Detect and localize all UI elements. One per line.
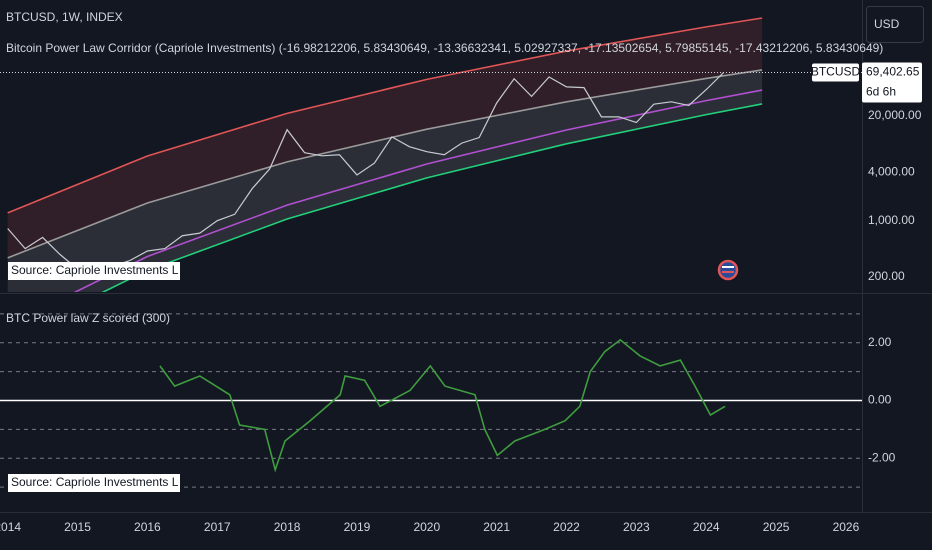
y-tick-label: -2.00 xyxy=(868,450,896,464)
y-tick-label: 1,000.00 xyxy=(868,213,915,227)
x-tick-label: 2015 xyxy=(64,520,91,534)
x-tick-label: 2020 xyxy=(413,520,440,534)
y-tick-label: 0.00 xyxy=(868,393,892,407)
currency-label[interactable]: USD xyxy=(874,17,900,31)
flag-stripe xyxy=(722,271,734,273)
last-price-label: 69,402.65 xyxy=(866,65,920,79)
symbol-header: BTCUSD, 1W, INDEX xyxy=(6,10,123,24)
x-tick-label: 2018 xyxy=(274,520,301,534)
countdown-label: 6d 6h xyxy=(866,85,896,99)
source-box xyxy=(8,262,180,280)
series-line xyxy=(73,89,763,292)
last-price-tag xyxy=(862,62,922,103)
source-note: Source: Capriole Investments L xyxy=(11,263,179,277)
flag-icon[interactable] xyxy=(717,259,739,281)
y-tick-label: 2.00 xyxy=(868,335,892,349)
y-tick-label: 200.00 xyxy=(868,269,905,283)
corridor-fill xyxy=(7,69,763,292)
x-tick-label: 2022 xyxy=(553,520,580,534)
x-tick-label: 2017 xyxy=(204,520,231,534)
series-line xyxy=(7,69,763,259)
pane-title: BTC Power law Z scored (300) xyxy=(6,311,170,325)
series-line xyxy=(159,338,726,473)
pane-title: Bitcoin Power Law Corridor (Capriole Inv… xyxy=(6,41,883,55)
x-tick-label: 2019 xyxy=(344,520,371,534)
pane xyxy=(0,313,862,488)
source-note: Source: Capriole Investments L xyxy=(11,475,179,489)
currency-button[interactable] xyxy=(866,6,924,43)
x-tick-label: 2016 xyxy=(134,520,161,534)
x-tick-label: 2024 xyxy=(693,520,720,534)
flag-stripe xyxy=(722,266,734,268)
x-tick-label: 2025 xyxy=(763,520,790,534)
symbol-tag-label: BTCUSD xyxy=(811,65,861,79)
symbol-tag xyxy=(812,63,859,82)
y-tick-label: 20,000.00 xyxy=(868,108,922,122)
y-tick-label: 4,000.00 xyxy=(868,164,915,178)
x-tick-label: 2014 xyxy=(0,520,21,534)
corridor-fill xyxy=(7,17,763,258)
series-line xyxy=(7,72,725,273)
x-tick-label: 2023 xyxy=(623,520,650,534)
x-tick-label: 2021 xyxy=(483,520,510,534)
series-line xyxy=(7,17,763,214)
x-tick-label: 2026 xyxy=(833,520,860,534)
source-box xyxy=(8,474,180,492)
